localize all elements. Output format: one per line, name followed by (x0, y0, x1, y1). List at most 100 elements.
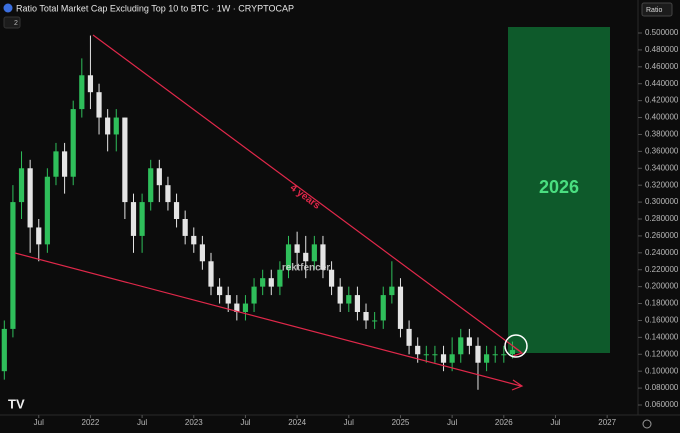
y-tick-label: 0.480000 (645, 45, 679, 54)
candle-body (18, 168, 25, 203)
candle-body (423, 354, 429, 356)
y-tick-label: 0.400000 (645, 113, 679, 122)
y-tick-label: 0.100000 (645, 366, 679, 375)
upper-trendline (92, 34, 522, 353)
candle-body (70, 109, 76, 177)
y-tick-label: 0.220000 (645, 265, 679, 274)
candle-body (234, 303, 240, 312)
candle-body (268, 278, 274, 287)
chart-title: Ratio Total Market Cap Excluding Top 10 … (16, 3, 294, 13)
y-tick-label: 0.440000 (645, 79, 679, 88)
y-tick-label: 0.500000 (645, 28, 679, 37)
x-tick-label: Jul (550, 418, 560, 427)
candle-body (217, 286, 223, 296)
candle-body (251, 286, 257, 304)
candles (1, 35, 516, 390)
candle-body (27, 168, 33, 228)
candle-body (337, 286, 343, 304)
candle-body (285, 244, 292, 270)
candle-body (501, 354, 507, 356)
candle-body (466, 337, 472, 346)
indicator-toggle[interactable] (3, 16, 21, 29)
scale-label: Ratio (646, 7, 662, 14)
candle-body (87, 75, 94, 93)
candle-body (397, 286, 404, 329)
x-tick-label: Jul (344, 418, 354, 427)
box-label: 2026 (539, 177, 579, 197)
watermark: rektfencer (282, 263, 330, 274)
candle-body (389, 286, 395, 296)
candle-body (294, 244, 300, 253)
symbol-icon (3, 3, 13, 13)
candle-body (79, 75, 85, 110)
candle-body (483, 354, 490, 363)
candle-body (242, 303, 249, 312)
candle-body (53, 151, 59, 177)
candle-body (380, 295, 386, 321)
candle-body (96, 92, 102, 118)
candle-body (139, 202, 145, 236)
candle-body (199, 244, 205, 262)
x-tick-label: 2022 (82, 418, 100, 427)
y-tick-label: 0.180000 (645, 299, 679, 308)
candle-body (165, 185, 171, 203)
settings-icon[interactable] (642, 419, 652, 429)
candle-body (277, 269, 283, 287)
candle-body (191, 235, 197, 245)
y-tick-label: 0.200000 (645, 282, 679, 291)
y-tick-label: 0.240000 (645, 248, 679, 257)
candle-body (346, 295, 352, 304)
projection-box (508, 27, 610, 353)
y-tick-label: 0.340000 (645, 163, 679, 172)
arrow-head (511, 379, 524, 391)
candle-body (440, 354, 447, 363)
y-tick-label: 0.060000 (645, 400, 679, 409)
candle-body (130, 202, 137, 236)
y-tick-label: 0.360000 (645, 146, 679, 155)
x-tick-label: Jul (34, 418, 44, 427)
candle-body (182, 219, 188, 236)
x-tick-label: 2023 (185, 418, 203, 427)
x-tick-label: 2025 (392, 418, 410, 427)
candle-body (303, 252, 309, 262)
candle-body (449, 354, 455, 363)
arrow-head (512, 346, 524, 357)
candle-body (320, 244, 326, 270)
candle-body (406, 328, 412, 346)
candle-body (363, 312, 369, 321)
candle-body (328, 269, 335, 287)
x-tick-label: Jul (447, 418, 457, 427)
candle-body (148, 168, 154, 203)
candle-body (432, 354, 438, 356)
candle-body (44, 176, 50, 245)
y-tick-label: 0.260000 (645, 231, 679, 240)
scale-button[interactable] (641, 2, 673, 17)
y-tick-label: 0.460000 (645, 62, 679, 71)
y-tick-label: 0.140000 (645, 332, 679, 341)
x-tick-label: Jul (240, 418, 250, 427)
candle-body (475, 345, 481, 363)
y-tick-label: 0.380000 (645, 130, 679, 139)
candle-body (156, 168, 162, 186)
y-tick-label: 0.080000 (645, 383, 679, 392)
x-tick-label: Jul (137, 418, 147, 427)
y-tick-label: 0.420000 (645, 96, 679, 105)
candle-body (354, 295, 361, 312)
candle-body (1, 328, 7, 372)
logo: TV (8, 396, 25, 411)
y-tick-label: 0.120000 (645, 349, 679, 358)
y-tick-label: 0.300000 (645, 197, 679, 206)
candle-body (36, 227, 42, 245)
x-tick-label: 2026 (495, 418, 513, 427)
candle-body (10, 202, 16, 329)
x-tick-label: 2024 (288, 418, 306, 427)
candle-body (372, 320, 378, 322)
candle-body (458, 337, 464, 355)
indicator-count: 2 (14, 20, 18, 27)
candle-body (260, 278, 266, 287)
candle-body (61, 151, 68, 177)
candle-body (415, 345, 421, 355)
candle-body (113, 117, 119, 135)
highlight-circle (504, 334, 528, 358)
